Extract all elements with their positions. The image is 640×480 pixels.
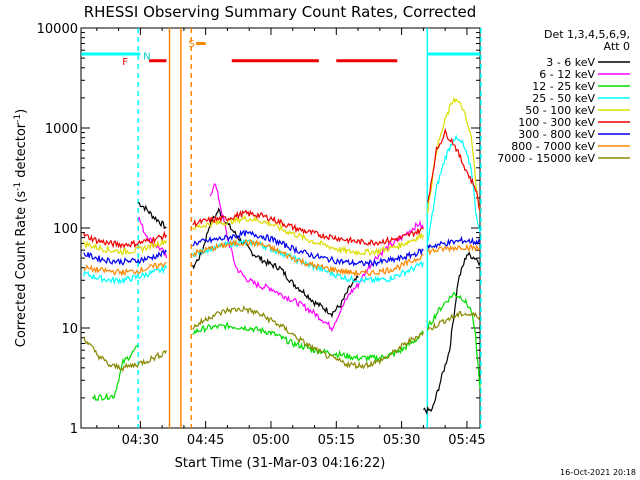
series-line	[83, 336, 168, 373]
series-line	[83, 261, 167, 276]
legend-label: 3 - 6 keV	[546, 56, 595, 69]
x-tick-label: 05:30	[383, 433, 420, 448]
series-line	[192, 207, 359, 319]
series-line	[83, 239, 168, 256]
series-line	[192, 238, 424, 278]
x-tick-label: 05:15	[318, 433, 355, 448]
series-line	[427, 235, 481, 250]
series-line	[83, 230, 168, 250]
series-line	[422, 251, 481, 415]
legend-label: 12 - 25 keV	[532, 80, 595, 93]
legend-label: 800 - 7000 keV	[511, 140, 595, 153]
y-tick-label: 1	[70, 422, 78, 437]
x-tick-label: 04:45	[187, 433, 224, 448]
legend-label: 100 - 300 keV	[518, 116, 595, 129]
observing-flag-bars	[81, 41, 480, 63]
x-tick-label: 04:30	[122, 433, 159, 448]
legend-label: 25 - 50 keV	[532, 92, 595, 105]
count-rate-series	[83, 96, 481, 415]
legend-label: 300 - 800 keV	[518, 128, 595, 141]
annotation-s: S	[189, 39, 195, 50]
y-axis: 1 10 100 1000 10000	[37, 22, 480, 437]
series-line	[137, 201, 167, 230]
series-line	[192, 305, 424, 370]
x-tick-label: 05:00	[252, 433, 289, 448]
y-axis-title: Corrected Count Rate (s-1 detector-1)	[13, 109, 29, 347]
annotation-n: N	[143, 52, 150, 63]
y-tick-label: 1000	[45, 122, 78, 137]
legend-header: Det 1,3,4,5,6,9,	[544, 28, 630, 41]
series-line	[92, 344, 139, 402]
series-line	[427, 96, 481, 214]
series-line	[83, 264, 168, 286]
series-line	[192, 214, 424, 257]
series-line	[192, 229, 424, 268]
x-axis-title: Start Time (31-Mar-03 04:16:22)	[175, 456, 386, 471]
y-tick-label: 10000	[37, 22, 78, 37]
y-tick-label: 100	[53, 222, 78, 237]
legend-label: 6 - 12 keV	[539, 68, 595, 81]
series-line	[427, 134, 481, 243]
x-axis: 04:30 04:45 05:00 05:15 05:30 05:45	[96, 28, 486, 448]
flag-annotations: N F S	[122, 39, 195, 68]
event-marker-lines	[137, 28, 482, 428]
legend-label: 50 - 100 keV	[525, 104, 595, 117]
series-line	[209, 183, 424, 333]
legend-label: 7000 - 15000 keV	[497, 152, 595, 165]
series-line	[427, 127, 481, 211]
annotation-f: F	[122, 57, 128, 68]
series-line	[427, 243, 481, 256]
footer-date: 16-Oct-2021 20:18	[560, 468, 636, 477]
legend-header-att: Att 0	[604, 40, 630, 53]
chart-title: RHESSI Observing Summary Count Rates, Co…	[84, 3, 477, 21]
y-tick-label: 10	[61, 322, 78, 337]
series-line	[192, 321, 424, 363]
series-line	[427, 291, 481, 389]
series-line	[192, 239, 424, 284]
series-line	[427, 310, 481, 331]
x-tick-label: 05:45	[448, 433, 485, 448]
series-line	[192, 209, 424, 246]
series-line	[83, 249, 167, 266]
